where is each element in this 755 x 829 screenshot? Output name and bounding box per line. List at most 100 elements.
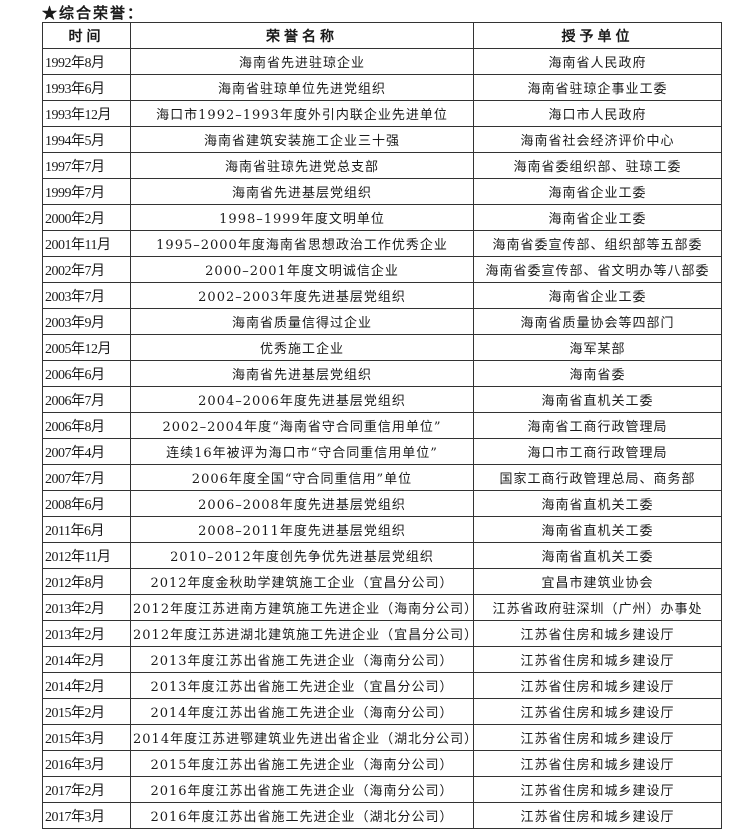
- cell-issuer: 海南省人民政府: [473, 48, 722, 75]
- cell-honor-name: 2015年度江苏出省施工先进企业（海南分公司）: [130, 750, 474, 777]
- cell-honor-name: 2000–2001年度文明诚信企业: [130, 256, 474, 283]
- table-row: 2007年7月 2006年度全国“守合同重信用”单位 国家工商行政管理总局、商务部: [42, 464, 722, 491]
- cell-issuer: 海口市人民政府: [473, 100, 722, 127]
- header-honor-name: 荣誉名称: [130, 22, 474, 49]
- table-row: 2000年2月 1998–1999年度文明单位 海南省企业工委: [42, 204, 722, 231]
- cell-time: 2017年3月: [42, 802, 131, 829]
- header-issuer: 授予单位: [473, 22, 722, 49]
- table-row: 2003年7月 2002–2003年度先进基层党组织 海南省企业工委: [42, 282, 722, 309]
- table-row: 2012年8月 2012年度金秋助学建筑施工企业（宜昌分公司） 宜昌市建筑业协会: [42, 568, 722, 595]
- header-time: 时间: [42, 22, 131, 49]
- cell-honor-name: 2010–2012年度创先争优先进基层党组织: [130, 542, 474, 569]
- cell-issuer: 江苏省住房和城乡建设厅: [473, 672, 722, 699]
- cell-issuer: 海南省委组织部、驻琼工委: [473, 152, 722, 179]
- cell-honor-name: 2012年度金秋助学建筑施工企业（宜昌分公司）: [130, 568, 474, 595]
- cell-honor-name: 2012年度江苏进南方建筑施工先进企业（海南分公司）: [130, 594, 474, 621]
- cell-time: 2011年6月: [42, 516, 131, 543]
- table-row: 2013年2月 2012年度江苏进南方建筑施工先进企业（海南分公司） 江苏省政府驻深…: [42, 594, 722, 621]
- cell-issuer: 海军某部: [473, 334, 722, 361]
- table-row: 2014年2月 2013年度江苏出省施工先进企业（海南分公司） 江苏省住房和城乡建设…: [42, 646, 722, 673]
- cell-issuer: 海口市工商行政管理局: [473, 438, 722, 465]
- cell-time: 2006年6月: [42, 360, 131, 387]
- table-row: 1993年12月 海口市1992–1993年度外引内联企业先进单位 海口市人民政府: [42, 100, 722, 127]
- cell-issuer: 海南省企业工委: [473, 204, 722, 231]
- cell-issuer: 江苏省住房和城乡建设厅: [473, 750, 722, 777]
- cell-issuer: 江苏省住房和城乡建设厅: [473, 698, 722, 725]
- cell-issuer: 江苏省政府驻深圳（广州）办事处: [473, 594, 722, 621]
- cell-honor-name: 2002–2004年度“海南省守合同重信用单位”: [130, 412, 474, 439]
- table-row: 2012年11月 2010–2012年度创先争优先进基层党组织 海南省直机关工委: [42, 542, 722, 569]
- table-row: 2002年7月 2000–2001年度文明诚信企业 海南省委宣传部、省文明办等八部委: [42, 256, 722, 283]
- table-row: 2005年12月 优秀施工企业 海军某部: [42, 334, 722, 361]
- cell-time: 2003年9月: [42, 308, 131, 335]
- cell-honor-name: 海南省驻琼单位先进党组织: [130, 74, 474, 101]
- cell-issuer: 宜昌市建筑业协会: [473, 568, 722, 595]
- table-row: 2015年3月 2014年度江苏进鄂建筑业先进出省企业（湖北分公司） 江苏省住房和城…: [42, 724, 722, 751]
- cell-honor-name: 海南省先进驻琼企业: [130, 48, 474, 75]
- cell-honor-name: 2012年度江苏进湖北建筑施工先进企业（宜昌分公司）: [130, 620, 474, 647]
- cell-time: 2006年7月: [42, 386, 131, 413]
- table-row: 2006年6月 海南省先进基层党组织 海南省委: [42, 360, 722, 387]
- cell-issuer: 海南省驻琼企事业工委: [473, 74, 722, 101]
- cell-issuer: 江苏省住房和城乡建设厅: [473, 776, 722, 803]
- cell-time: 2007年7月: [42, 464, 131, 491]
- cell-issuer: 海南省直机关工委: [473, 516, 722, 543]
- cell-issuer: 海南省委宣传部、组织部等五部委: [473, 230, 722, 257]
- table-row: 2006年8月 2002–2004年度“海南省守合同重信用单位” 海南省工商行政管理…: [42, 412, 722, 439]
- table-row: 2013年2月 2012年度江苏进湖北建筑施工先进企业（宜昌分公司） 江苏省住房和城…: [42, 620, 722, 647]
- cell-time: 2016年3月: [42, 750, 131, 777]
- table-row: 1992年8月 海南省先进驻琼企业 海南省人民政府: [42, 48, 722, 75]
- cell-time: 1993年12月: [42, 100, 131, 127]
- table-row: 2007年4月 连续16年被评为海口市“守合同重信用单位” 海口市工商行政管理局: [42, 438, 722, 465]
- cell-honor-name: 优秀施工企业: [130, 334, 474, 361]
- cell-issuer: 海南省社会经济评价中心: [473, 126, 722, 153]
- table-row: 1993年6月 海南省驻琼单位先进党组织 海南省驻琼企事业工委: [42, 74, 722, 101]
- cell-time: 2005年12月: [42, 334, 131, 361]
- cell-time: 1992年8月: [42, 48, 131, 75]
- cell-honor-name: 2006–2008年度先进基层党组织: [130, 490, 474, 517]
- cell-time: 2006年8月: [42, 412, 131, 439]
- table-row: 1999年7月 海南省先进基层党组织 海南省企业工委: [42, 178, 722, 205]
- cell-honor-name: 2014年度江苏进鄂建筑业先进出省企业（湖北分公司）: [130, 724, 474, 751]
- cell-time: 1994年5月: [42, 126, 131, 153]
- cell-honor-name: 2002–2003年度先进基层党组织: [130, 282, 474, 309]
- cell-time: 2015年3月: [42, 724, 131, 751]
- cell-issuer: 海南省委: [473, 360, 722, 387]
- table-header-row: 时间 荣誉名称 授予单位: [42, 22, 722, 49]
- cell-issuer: 海南省企业工委: [473, 178, 722, 205]
- cell-issuer: 海南省工商行政管理局: [473, 412, 722, 439]
- cell-honor-name: 2016年度江苏出省施工先进企业（湖北分公司）: [130, 802, 474, 829]
- cell-honor-name: 海南省先进基层党组织: [130, 360, 474, 387]
- section-title: ★综合荣誉：: [42, 4, 145, 22]
- cell-honor-name: 2013年度江苏出省施工先进企业（宜昌分公司）: [130, 672, 474, 699]
- cell-honor-name: 海南省质量信得过企业: [130, 308, 474, 335]
- cell-honor-name: 1998–1999年度文明单位: [130, 204, 474, 231]
- cell-time: 1999年7月: [42, 178, 131, 205]
- table-row: 2015年2月 2014年度江苏出省施工先进企业（海南分公司） 江苏省住房和城乡建设…: [42, 698, 722, 725]
- cell-issuer: 海南省直机关工委: [473, 542, 722, 569]
- cell-issuer: 海南省质量协会等四部门: [473, 308, 722, 335]
- cell-time: 2003年7月: [42, 282, 131, 309]
- cell-time: 2008年6月: [42, 490, 131, 517]
- cell-time: 2017年2月: [42, 776, 131, 803]
- cell-honor-name: 1995–2000年度海南省思想政治工作优秀企业: [130, 230, 474, 257]
- table-row: 2011年6月 2008–2011年度先进基层党组织 海南省直机关工委: [42, 516, 722, 543]
- cell-time: 2000年2月: [42, 204, 131, 231]
- cell-time: 1997年7月: [42, 152, 131, 179]
- cell-time: 1993年6月: [42, 74, 131, 101]
- cell-honor-name: 2014年度江苏出省施工先进企业（海南分公司）: [130, 698, 474, 725]
- cell-issuer: 海南省直机关工委: [473, 490, 722, 517]
- table-row: 2006年7月 2004–2006年度先进基层党组织 海南省直机关工委: [42, 386, 722, 413]
- table-row: 1997年7月 海南省驻琼先进党总支部 海南省委组织部、驻琼工委: [42, 152, 722, 179]
- cell-time: 2013年2月: [42, 620, 131, 647]
- cell-issuer: 江苏省住房和城乡建设厅: [473, 646, 722, 673]
- table-row: 2008年6月 2006–2008年度先进基层党组织 海南省直机关工委: [42, 490, 722, 517]
- cell-issuer: 海南省直机关工委: [473, 386, 722, 413]
- cell-honor-name: 2016年度江苏出省施工先进企业（海南分公司）: [130, 776, 474, 803]
- table-row: 2001年11月 1995–2000年度海南省思想政治工作优秀企业 海南省委宣传部、…: [42, 230, 722, 257]
- cell-time: 2014年2月: [42, 646, 131, 673]
- cell-time: 2015年2月: [42, 698, 131, 725]
- cell-time: 2014年2月: [42, 672, 131, 699]
- table-row: 1994年5月 海南省建筑安装施工企业三十强 海南省社会经济评价中心: [42, 126, 722, 153]
- cell-time: 2002年7月: [42, 256, 131, 283]
